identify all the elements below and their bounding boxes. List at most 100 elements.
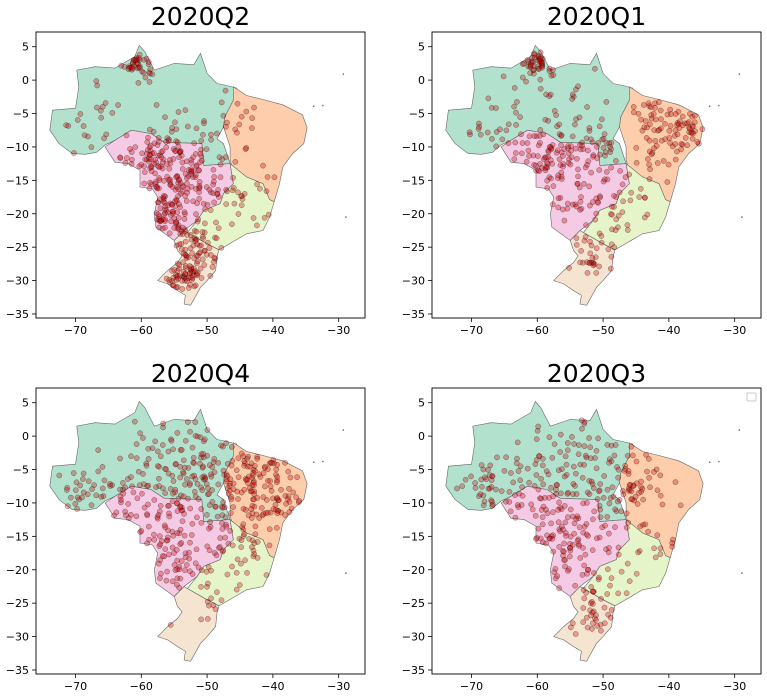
data-point <box>223 478 230 485</box>
data-point <box>588 136 594 143</box>
data-point <box>282 512 288 518</box>
data-point <box>651 127 658 133</box>
data-point <box>615 590 622 597</box>
data-point <box>642 194 648 201</box>
data-point <box>548 484 554 491</box>
data-point <box>271 460 277 467</box>
data-point <box>544 161 551 167</box>
data-point <box>209 487 215 493</box>
data-point <box>684 142 691 149</box>
data-point <box>191 460 197 466</box>
data-point <box>223 154 229 160</box>
data-point <box>536 453 543 459</box>
data-point <box>508 470 514 476</box>
data-point <box>157 152 163 159</box>
data-point <box>640 496 647 503</box>
data-point <box>235 474 242 481</box>
data-point <box>485 466 491 473</box>
data-point <box>535 167 542 173</box>
data-point <box>88 144 95 150</box>
data-point <box>515 504 522 510</box>
data-point <box>230 504 236 510</box>
data-point <box>178 540 185 546</box>
data-point <box>560 153 566 159</box>
data-point <box>615 474 621 481</box>
data-point <box>623 590 630 597</box>
data-point <box>260 494 267 500</box>
data-point <box>168 218 174 225</box>
data-point <box>146 144 153 151</box>
data-point <box>145 501 151 508</box>
data-point <box>680 122 686 129</box>
data-point <box>162 490 169 496</box>
data-point <box>605 549 612 556</box>
data-point <box>560 206 566 213</box>
data-point <box>554 482 560 488</box>
data-point <box>173 277 180 284</box>
data-point <box>670 536 676 543</box>
brazil-map <box>49 400 347 662</box>
data-point <box>168 212 174 218</box>
data-point <box>623 524 630 531</box>
data-point <box>624 222 631 228</box>
data-point <box>208 471 214 478</box>
data-point <box>274 494 280 501</box>
data-point <box>209 498 216 505</box>
data-point <box>175 224 182 231</box>
data-point <box>132 144 139 150</box>
data-point <box>195 216 202 223</box>
data-point <box>118 499 124 506</box>
data-point <box>595 576 602 583</box>
data-point <box>202 475 208 481</box>
data-point <box>603 546 609 553</box>
data-point <box>171 225 178 231</box>
data-point <box>573 242 580 248</box>
data-point <box>172 147 178 154</box>
data-point <box>146 126 153 133</box>
data-point <box>250 547 257 554</box>
data-point <box>171 215 178 222</box>
data-point <box>607 614 614 621</box>
data-point <box>549 142 556 148</box>
data-point <box>149 445 156 452</box>
data-point <box>198 616 204 623</box>
y-tick-label: 5 <box>418 41 425 54</box>
data-point <box>154 514 161 520</box>
data-point <box>182 251 188 258</box>
data-point <box>577 259 584 266</box>
data-point <box>629 496 636 503</box>
data-point <box>598 595 604 602</box>
data-point <box>657 472 664 479</box>
data-point <box>186 270 193 277</box>
data-point <box>686 129 693 136</box>
data-point <box>254 453 261 460</box>
data-point <box>564 200 571 207</box>
data-point <box>639 485 646 492</box>
data-point <box>140 69 147 76</box>
data-point <box>126 64 132 71</box>
data-point <box>273 524 280 531</box>
data-point <box>593 465 600 472</box>
data-point <box>189 520 196 527</box>
data-point <box>192 282 199 289</box>
data-point <box>476 120 482 127</box>
data-point <box>249 537 256 544</box>
data-point <box>158 217 165 224</box>
data-point <box>578 248 584 254</box>
data-point <box>655 127 661 134</box>
data-point <box>161 177 167 184</box>
data-point <box>177 541 184 548</box>
data-point <box>127 146 133 152</box>
data-point <box>567 544 574 551</box>
data-point <box>546 174 553 181</box>
data-point <box>198 275 205 281</box>
data-point <box>589 139 596 146</box>
data-point <box>596 263 602 270</box>
data-point <box>264 477 271 484</box>
data-point <box>582 164 589 171</box>
data-point <box>215 225 222 232</box>
data-point <box>200 450 207 457</box>
data-point <box>243 108 250 115</box>
data-point <box>206 245 213 251</box>
